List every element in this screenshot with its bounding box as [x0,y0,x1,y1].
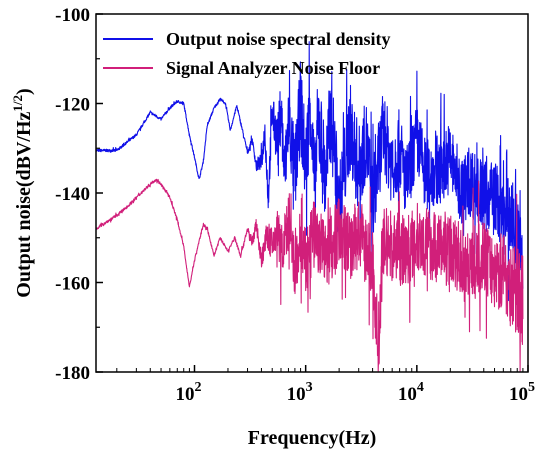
series-line-0 [95,41,524,305]
x-tick-label: 105 [509,380,535,405]
axis-ticks: -100 -120 -140 -160 -180 102 103 104 105 [55,5,535,405]
legend-label-analyzer-floor: Signal Analyzer Noise Floor [166,58,380,78]
x-tick-label: 102 [175,380,201,405]
y-tick-label: -160 [55,274,90,295]
series-line-1 [95,178,524,372]
y-axis-label-sup: 1/2 [10,95,25,112]
legend: Output noise spectral density Signal Ana… [103,29,391,78]
plot-traces [95,41,524,372]
y-tick-label: -180 [55,363,90,384]
y-axis-label-close: ) [13,88,35,95]
x-tick-label: 104 [398,380,424,405]
legend-label-output-noise: Output noise spectral density [166,29,391,49]
y-tick-label: -140 [55,184,90,205]
y-axis-label-main: Output noise(dBV/Hz [13,111,35,297]
x-axis-label: Frequency(Hz) [248,427,377,449]
y-axis-label: Output noise(dBV/Hz1/2) [10,88,35,297]
x-tick-label: 103 [287,380,313,405]
y-tick-label: -120 [55,95,90,116]
y-tick-label: -100 [55,5,90,26]
